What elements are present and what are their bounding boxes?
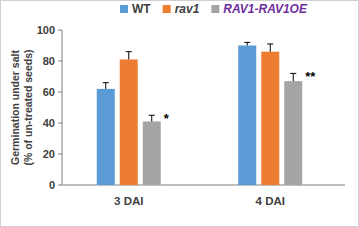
legend-swatch <box>120 5 128 13</box>
frame <box>1 1 359 227</box>
legend-label: RAV1-RAV1OE <box>223 2 308 16</box>
bar <box>143 121 161 185</box>
y-axis-label: Germination under salt(% of un-treated s… <box>9 49 34 165</box>
y-tick <box>58 30 62 31</box>
bars <box>97 42 303 185</box>
labels: *** <box>164 69 317 126</box>
error-cap <box>149 115 155 116</box>
y-axis <box>62 30 63 185</box>
bar <box>120 59 138 185</box>
y-axis-label-line: Germination under salt <box>9 50 21 165</box>
error-cap <box>126 51 132 52</box>
y-tick-label: 20 <box>43 148 55 160</box>
error-bar <box>151 115 152 121</box>
y-tick-label: 0 <box>49 179 55 191</box>
y-tick-label: 100 <box>37 24 55 36</box>
error-bar <box>128 52 129 60</box>
error-cap <box>244 42 250 43</box>
legend-swatch <box>211 5 219 13</box>
y-tick <box>58 123 62 124</box>
bar <box>284 81 302 185</box>
y-axis-label-line: (% of un-treated seeds) <box>22 49 34 165</box>
legend: WT rav1 RAV1-RAV1OE <box>120 2 308 16</box>
y-tick-label: 40 <box>43 117 55 129</box>
y-tick <box>58 92 62 93</box>
bar <box>261 52 279 185</box>
y-tick-label: 60 <box>43 86 55 98</box>
y-tick <box>58 185 62 186</box>
y-tick <box>58 154 62 155</box>
annotation: ** <box>305 69 316 84</box>
x-tick-label: 3 DAI <box>114 195 143 207</box>
error-cap <box>267 43 273 44</box>
annotation: * <box>164 111 170 126</box>
bar <box>97 89 115 185</box>
x-tick-label: 4 DAI <box>256 195 285 207</box>
error-cap <box>103 82 109 83</box>
chart: 0 20 40 60 80 100 Germination under salt(% of … <box>0 0 359 227</box>
error-bar <box>270 44 271 52</box>
error-bar <box>293 73 294 81</box>
legend-label: rav1 <box>175 2 200 16</box>
error-cap <box>290 73 296 74</box>
y-tick <box>58 61 62 62</box>
bar <box>238 46 256 186</box>
y-tick-label: 80 <box>43 55 55 67</box>
legend-swatch <box>163 5 171 13</box>
error-bar <box>105 83 106 89</box>
legend-label: WT <box>132 2 151 16</box>
